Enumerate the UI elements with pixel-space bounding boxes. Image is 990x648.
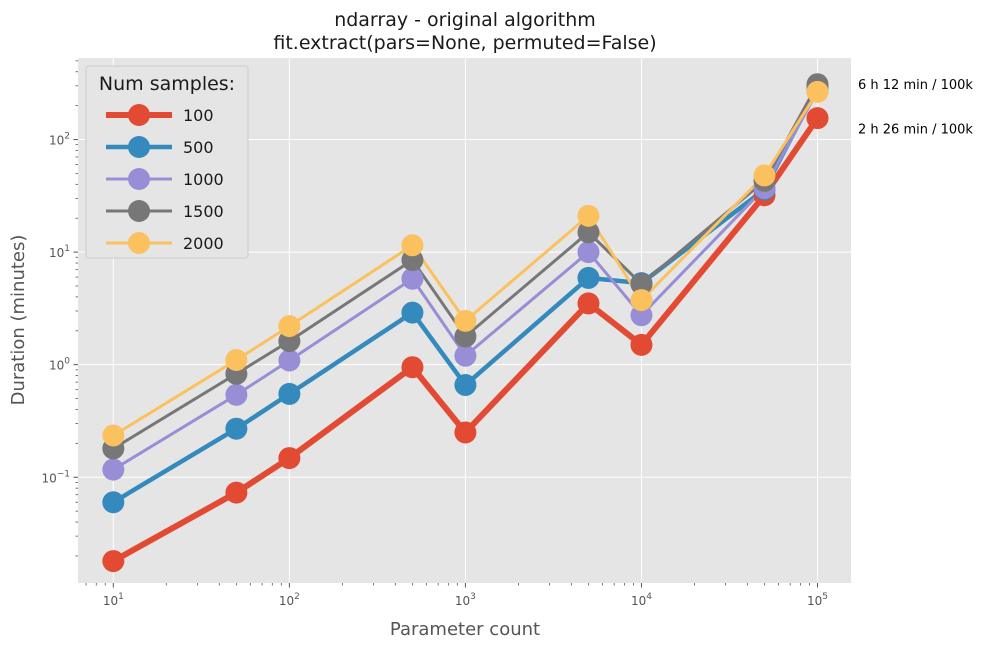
data-point-2000 <box>401 234 424 257</box>
data-point-500 <box>225 417 248 440</box>
y-tick-label: 102 <box>49 132 70 148</box>
data-point-2000 <box>225 349 248 372</box>
data-point-100 <box>278 447 301 470</box>
data-point-1000 <box>225 383 248 406</box>
data-point-1500 <box>577 221 600 244</box>
x-tick-label: 102 <box>279 592 300 608</box>
data-point-1000 <box>630 304 653 327</box>
data-point-1000 <box>278 349 301 372</box>
legend-label: 1000 <box>183 170 224 189</box>
legend-title: Num samples: <box>99 73 235 95</box>
data-point-2000 <box>577 204 600 227</box>
x-tick-label: 105 <box>807 592 828 608</box>
y-tick-label: 101 <box>49 244 70 260</box>
legend-label: 100 <box>183 106 214 125</box>
data-point-2000 <box>806 80 829 103</box>
data-point-100 <box>401 356 424 379</box>
legend-swatch-marker <box>128 200 150 222</box>
legend: Num samples: 100 500 1000 1500 2000 <box>85 65 249 259</box>
y-axis-ticks: 10−1 100 101 102 <box>41 60 78 557</box>
data-point-2000 <box>102 424 125 447</box>
annotation-label: 2 h 26 min / 100k <box>858 123 973 138</box>
data-point-100 <box>577 292 600 315</box>
data-point-100 <box>102 550 125 573</box>
data-point-500 <box>278 382 301 405</box>
data-point-500 <box>454 373 477 396</box>
x-tick-label: 101 <box>103 592 124 608</box>
data-point-2000 <box>630 289 653 312</box>
series-points <box>102 73 829 573</box>
data-point-100 <box>806 107 829 130</box>
data-point-500 <box>401 301 424 324</box>
data-point-1500 <box>454 325 477 348</box>
chart-subtitle: fit.extract(pars=None, permuted=False) <box>273 32 656 54</box>
legend-label: 1500 <box>183 202 224 221</box>
data-point-100 <box>225 481 248 504</box>
legend-label: 2000 <box>183 234 224 253</box>
x-axis-label: Parameter count <box>390 619 540 640</box>
legend-swatch-marker <box>128 136 150 158</box>
data-point-1500 <box>630 273 653 296</box>
data-point-1000 <box>102 458 125 481</box>
data-point-100 <box>454 421 477 444</box>
data-point-2000 <box>753 164 776 187</box>
data-point-1000 <box>401 267 424 290</box>
y-axis-label: Duration (minutes) <box>8 235 29 406</box>
x-axis-ticks: 101 102 103 104 105 <box>85 583 828 608</box>
x-tick-label: 103 <box>455 592 476 608</box>
legend-swatch-marker <box>128 232 150 254</box>
legend-swatch-marker <box>128 168 150 190</box>
data-point-2000 <box>278 315 301 338</box>
annotations: 6 h 12 min / 100k 2 h 26 min / 100k <box>858 78 973 137</box>
y-tick-label: 100 <box>49 357 70 373</box>
chart-title: ndarray - original algorithm <box>334 9 596 31</box>
annotation-label: 6 h 12 min / 100k <box>858 78 973 93</box>
data-point-500 <box>102 491 125 514</box>
y-tick-label: 10−1 <box>41 469 70 485</box>
data-point-100 <box>630 333 653 356</box>
data-point-1000 <box>577 241 600 264</box>
legend-swatch-marker <box>128 104 150 126</box>
data-point-1000 <box>454 344 477 367</box>
legend-label: 500 <box>183 138 214 157</box>
data-point-2000 <box>454 309 477 332</box>
x-tick-label: 104 <box>631 592 652 608</box>
legend-items: 100 500 1000 1500 2000 <box>106 104 224 254</box>
data-point-500 <box>577 266 600 289</box>
